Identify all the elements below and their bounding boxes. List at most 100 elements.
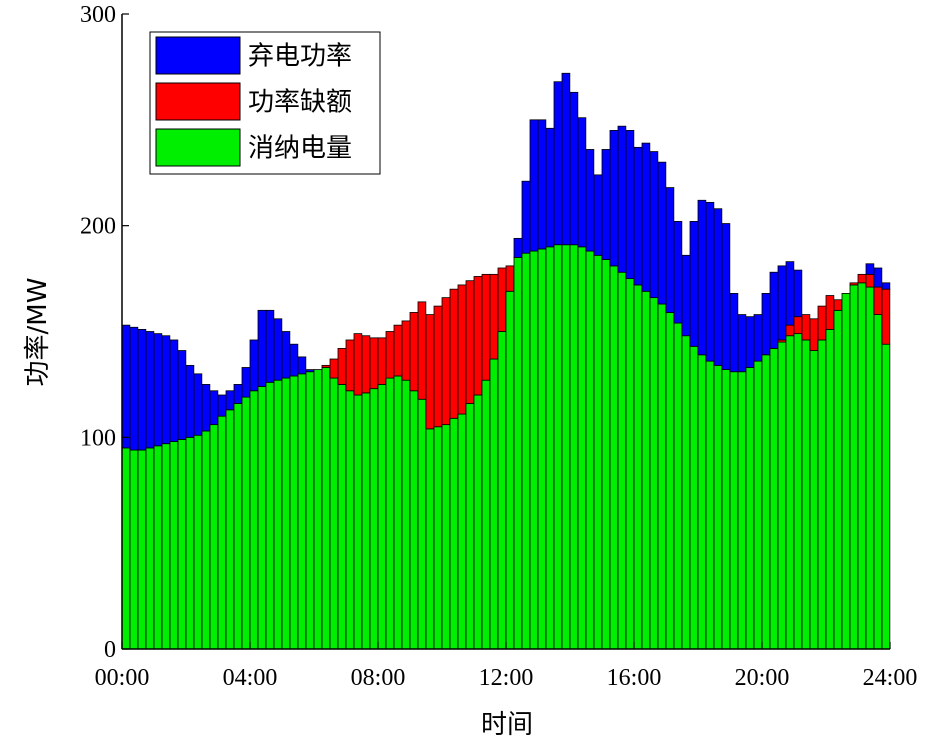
bar-消纳电量-60 — [601, 259, 611, 650]
bar-消纳电量-79 — [753, 360, 763, 650]
bar-弃电功率-72 — [697, 199, 707, 356]
x-tick-label-4: 16:00 — [607, 665, 662, 691]
bar-消纳电量-73 — [705, 360, 715, 650]
bar-功率缺额-45 — [481, 273, 491, 381]
bar-弃电功率-4 — [153, 333, 163, 447]
bar-弃电功率-64 — [633, 146, 643, 286]
bar-消纳电量-44 — [473, 394, 483, 650]
bar-弃电功率-80 — [761, 292, 771, 356]
bar-消纳电量-20 — [281, 377, 291, 650]
bar-弃电功率-9 — [193, 373, 203, 436]
bar-弃电功率-11 — [209, 390, 219, 426]
bar-消纳电量-37 — [417, 398, 427, 650]
bar-弃电功率-62 — [617, 125, 627, 273]
bar-功率缺额-41 — [449, 288, 459, 419]
bar-消纳电量-0 — [121, 447, 131, 650]
bar-消纳电量-6 — [169, 441, 179, 650]
y-axis-title: 功率/MW — [23, 278, 53, 387]
bar-弃电功率-81 — [769, 271, 779, 349]
bar-弃电功率-66 — [649, 151, 659, 299]
bar-消纳电量-26 — [329, 377, 339, 650]
bar-消纳电量-56 — [569, 244, 579, 650]
bar-消纳电量-52 — [537, 248, 547, 650]
bar-功率缺额-34 — [393, 324, 403, 377]
bar-消纳电量-71 — [689, 345, 699, 650]
bar-弃电功率-10 — [201, 384, 211, 432]
bar-消纳电量-38 — [425, 428, 435, 650]
bar-功率缺额-43 — [465, 280, 475, 404]
bar-弃电功率-57 — [577, 117, 587, 248]
bar-弃电功率-19 — [273, 318, 283, 381]
bar-功率缺额-48 — [505, 265, 515, 292]
bar-弃电功率-18 — [265, 309, 275, 383]
x-tick-label-3: 12:00 — [479, 665, 534, 691]
bar-消纳电量-67 — [657, 303, 667, 650]
legend-label-1: 功率缺额 — [248, 88, 352, 118]
bar-功率缺额-28 — [345, 339, 355, 392]
bar-弃电功率-58 — [585, 149, 595, 252]
bar-消纳电量-53 — [545, 246, 555, 650]
bar-功率缺额-32 — [377, 337, 387, 385]
bar-功率缺额-38 — [425, 314, 435, 430]
bar-弃电功率-69 — [673, 221, 683, 324]
bar-弃电功率-15 — [241, 367, 251, 398]
bar-弃电功率-7 — [177, 350, 187, 440]
bar-弃电功率-93 — [865, 263, 875, 275]
bar-消纳电量-14 — [233, 403, 243, 650]
bar-弃电功率-84 — [793, 269, 803, 318]
bar-弃电功率-83 — [785, 261, 795, 326]
bar-弃电功率-17 — [257, 309, 267, 387]
bar-弃电功率-8 — [185, 364, 195, 438]
bar-消纳电量-5 — [161, 443, 171, 650]
bar-消纳电量-10 — [201, 430, 211, 650]
bar-弃电功率-68 — [665, 187, 675, 313]
bar-功率缺额-88 — [825, 295, 835, 330]
legend-label-0: 弃电功率 — [248, 42, 352, 72]
bar-消纳电量-19 — [273, 379, 283, 650]
bar-消纳电量-85 — [801, 339, 811, 650]
bar-消纳电量-43 — [465, 403, 475, 650]
bar-消纳电量-64 — [633, 284, 643, 650]
x-tick-label-5: 20:00 — [735, 665, 790, 691]
bar-弃电功率-53 — [545, 127, 555, 248]
bar-消纳电量-66 — [649, 297, 659, 650]
bar-弃电功率-21 — [289, 343, 299, 377]
bar-功率缺额-84 — [793, 316, 803, 335]
bar-消纳电量-94 — [873, 314, 883, 650]
bar-功率缺额-35 — [401, 320, 411, 381]
bar-消纳电量-87 — [817, 339, 827, 650]
bar-消纳电量-17 — [257, 386, 267, 650]
bar-弃电功率-60 — [601, 149, 611, 260]
bar-功率缺额-37 — [417, 301, 427, 400]
bar-消纳电量-36 — [409, 390, 419, 650]
bar-弃电功率-52 — [537, 119, 547, 250]
bar-功率缺额-46 — [489, 273, 499, 360]
bar-功率缺额-29 — [353, 333, 363, 396]
bar-弃电功率-67 — [657, 161, 667, 305]
bar-弃电功率-54 — [553, 81, 563, 246]
bar-消纳电量-46 — [489, 358, 499, 650]
bar-消纳电量-18 — [265, 381, 275, 650]
x-tick-label-1: 04:00 — [223, 665, 278, 691]
bar-消纳电量-32 — [377, 384, 387, 650]
bar-功率缺额-83 — [785, 324, 795, 337]
bar-消纳电量-42 — [457, 413, 467, 650]
bar-消纳电量-65 — [641, 290, 651, 650]
bar-弃电功率-3 — [145, 331, 155, 449]
bar-消纳电量-41 — [449, 417, 459, 650]
bar-消纳电量-95 — [881, 343, 891, 650]
legend-swatch-2 — [155, 128, 241, 167]
legend-swatch-1 — [155, 82, 241, 121]
bar-弃电功率-12 — [217, 394, 227, 417]
bar-消纳电量-22 — [297, 373, 307, 650]
bar-消纳电量-29 — [353, 394, 363, 650]
bar-消纳电量-11 — [209, 424, 219, 650]
bar-消纳电量-35 — [401, 379, 411, 650]
bar-功率缺额-93 — [865, 273, 875, 288]
bar-消纳电量-90 — [841, 292, 851, 650]
bar-消纳电量-74 — [713, 364, 723, 650]
bar-弃电功率-94 — [873, 267, 883, 288]
bar-弃电功率-0 — [121, 324, 131, 449]
bar-消纳电量-3 — [145, 447, 155, 650]
bar-消纳电量-51 — [529, 250, 539, 650]
